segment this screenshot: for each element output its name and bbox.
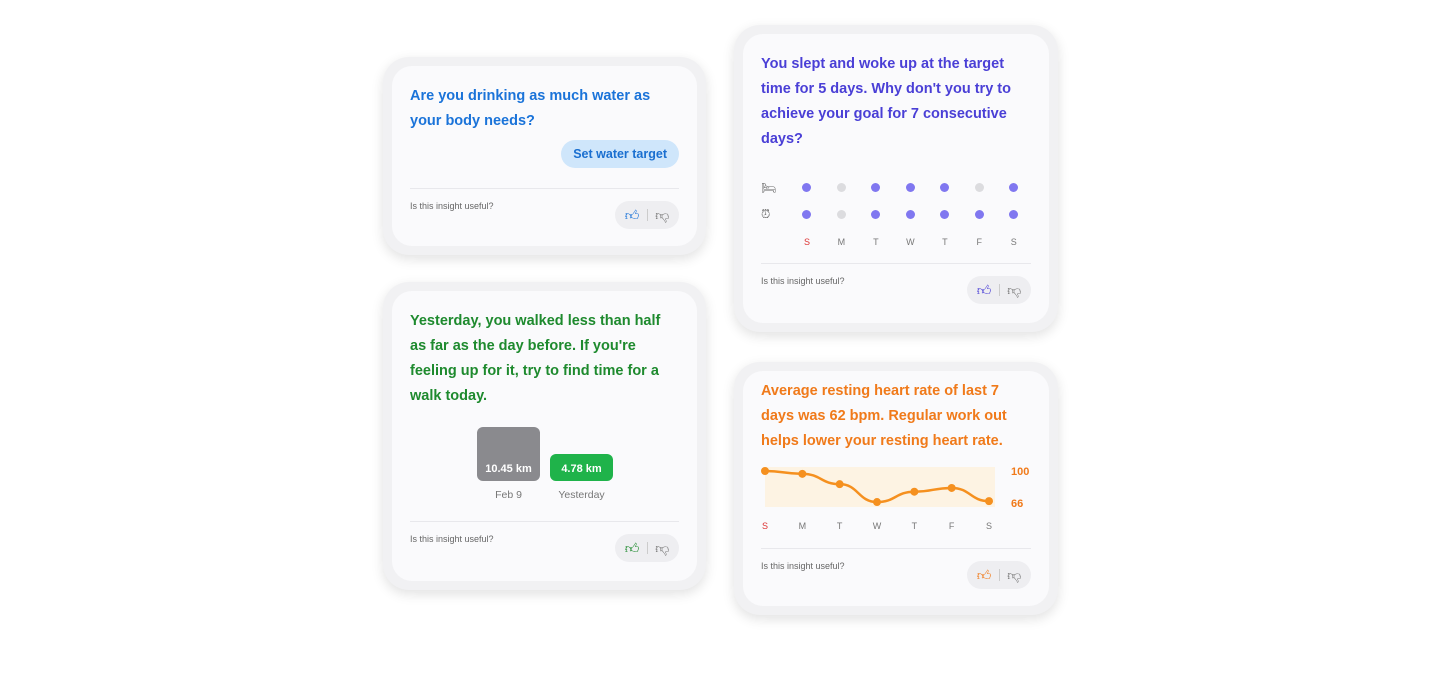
goal-missed-dot: [836, 210, 846, 219]
x-tick-label: T: [912, 521, 918, 531]
data-point: [985, 497, 993, 506]
day-label: S: [1010, 236, 1017, 247]
goal-met-dot: [974, 210, 984, 219]
bar-label: Yesterday: [558, 489, 605, 501]
thumbs-up-icon[interactable]: 👍︎: [976, 281, 992, 298]
goal-met-dot: [802, 210, 812, 219]
goal-met-dot: [940, 183, 950, 192]
day-label: M: [837, 236, 846, 247]
feedback-question: Is this insight useful?: [410, 534, 494, 544]
sleep-message: You slept and woke up at the target time…: [761, 56, 1011, 147]
y-tick-label: 100: [1011, 466, 1029, 478]
feedback-buttons: 👍︎ 👎︎: [615, 534, 679, 562]
feedback-buttons: 👍︎ 👎︎: [967, 276, 1031, 304]
bar-yesterday: 4.78 km: [550, 454, 613, 481]
goal-met-dot: [1009, 183, 1019, 192]
water-message: Are you drinking as much water as your b…: [410, 88, 651, 129]
x-tick-label: T: [837, 521, 843, 531]
thumbs-down-icon[interactable]: 👎︎: [1007, 281, 1022, 298]
goal-met-dot: [871, 183, 881, 192]
day-label: S: [803, 236, 810, 247]
bed-icon: 🛏︎: [761, 180, 777, 195]
feedback-question: Is this insight useful?: [410, 201, 494, 211]
x-tick-label: W: [873, 521, 882, 531]
goal-missed-dot: [836, 183, 846, 192]
data-point: [835, 480, 844, 489]
walk-message: Yesterday, you walked less than half as …: [410, 313, 661, 404]
goal-met-dot: [802, 183, 812, 192]
data-point: [910, 487, 919, 496]
alarm-clock-icon: ⏰︎: [761, 207, 771, 221]
x-tick-label: M: [799, 521, 807, 531]
thumbs-up-icon[interactable]: 👍︎: [624, 539, 640, 556]
goal-missed-dot: [974, 183, 984, 192]
heart-insight-card: Average resting heart rate of last 7 day…: [734, 362, 1058, 615]
thumbs-down-icon[interactable]: 👎︎: [1007, 566, 1022, 583]
set-water-target-button[interactable]: Set water target: [561, 140, 679, 168]
thumbs-up-icon[interactable]: 👍︎: [976, 566, 992, 583]
goal-met-dot: [940, 210, 950, 219]
sleep-insight-card: You slept and woke up at the target time…: [734, 25, 1058, 332]
feedback-question: Is this insight useful?: [761, 561, 845, 571]
feedback-buttons: 👍︎ 👎︎: [615, 201, 679, 229]
day-label: W: [906, 236, 915, 247]
goal-met-dot: [871, 210, 881, 219]
walk-insight-card: Yesterday, you walked less than half as …: [383, 282, 706, 590]
bedtime-row: 🛏︎: [761, 174, 1031, 201]
feedback-question: Is this insight useful?: [761, 276, 845, 286]
x-tick-label: S: [986, 521, 992, 531]
thumbs-down-icon[interactable]: 👎︎: [655, 539, 670, 556]
data-point: [798, 469, 807, 478]
day-label: T: [873, 236, 879, 247]
thumbs-up-icon[interactable]: 👍︎: [624, 206, 640, 223]
wakeup-row: ⏰︎: [761, 201, 1031, 228]
bar-label: Feb 9: [495, 489, 522, 501]
goal-met-dot: [905, 183, 915, 192]
heart-rate-chart: 100 66 S M T W T F S: [761, 466, 1029, 531]
thumbs-down-icon[interactable]: 👎︎: [655, 206, 670, 223]
heart-message: Average resting heart rate of last 7 day…: [761, 383, 1007, 449]
distance-comparison: 10.45 km Feb 9 4.78 km Yesterday: [477, 427, 613, 501]
data-point: [947, 483, 956, 492]
x-tick-label: S: [762, 521, 768, 531]
goal-met-dot: [1009, 210, 1019, 219]
feedback-buttons: 👍︎ 👎︎: [967, 561, 1031, 589]
bar-feb-9: 10.45 km: [477, 427, 540, 481]
water-insight-card: Are you drinking as much water as your b…: [383, 57, 706, 255]
data-point: [873, 498, 881, 507]
data-point: [761, 467, 769, 475]
day-label: T: [942, 236, 948, 247]
x-tick-label: F: [949, 521, 955, 531]
goal-met-dot: [905, 210, 915, 219]
sleep-week-grid: 🛏︎ ⏰︎ S M T W T F S: [761, 174, 1031, 255]
day-label: F: [976, 236, 983, 247]
y-tick-label: 66: [1011, 498, 1023, 510]
